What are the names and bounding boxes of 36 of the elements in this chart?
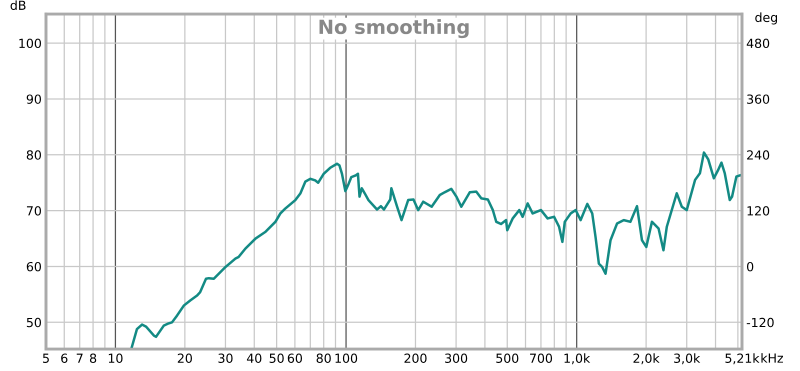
x-tick-label: 2,0k — [633, 353, 660, 364]
y2-axis-title: deg — [755, 12, 778, 25]
x-tick-label: 100 — [335, 354, 358, 363]
x-axis-title: kHz — [761, 353, 783, 363]
y2-tick-label: -120 — [746, 318, 774, 328]
x-tick-label: 40 — [246, 354, 262, 363]
x-tick-label: 50 — [270, 354, 284, 363]
x-tick-label: 3,0k — [674, 353, 700, 364]
chart-title: No smoothing — [320, 19, 469, 38]
y-tick-label: 50 — [26, 318, 42, 328]
x-tick-label: 80 — [316, 354, 331, 363]
x-tick-label: 8 — [90, 354, 96, 363]
x-tick-label: 6 — [61, 354, 68, 363]
y-tick-label: 70 — [26, 206, 42, 216]
y2-tick-label: 360 — [747, 94, 770, 104]
x-tick-label: 5,21k — [725, 353, 760, 364]
y2-tick-label: 0 — [746, 262, 754, 272]
x-tick-label: 5 — [42, 354, 49, 363]
y2-tick-label: 240 — [747, 150, 770, 160]
x-tick-label: 60 — [288, 354, 302, 363]
x-tick-label: 7 — [76, 354, 83, 363]
x-tick-label: 300 — [445, 354, 468, 363]
y-tick-label: 100 — [19, 38, 42, 48]
x-tick-label: 700 — [530, 354, 552, 363]
y-tick-label: 80 — [26, 150, 42, 160]
x-tick-label: 20 — [178, 354, 192, 363]
x-tick-label: 200 — [404, 354, 427, 363]
y-tick-label: 60 — [26, 262, 42, 272]
y-axis-title: dB — [10, 0, 26, 10]
x-tick-label: 500 — [496, 354, 518, 363]
y-tick-label: 90 — [26, 94, 42, 104]
y2-tick-label: 480 — [746, 38, 770, 48]
x-tick-label: 10 — [108, 354, 123, 363]
x-tick-label: 30 — [218, 354, 233, 363]
x-tick-label: 1,0k — [564, 353, 590, 364]
y2-tick-label: 120 — [748, 206, 770, 216]
